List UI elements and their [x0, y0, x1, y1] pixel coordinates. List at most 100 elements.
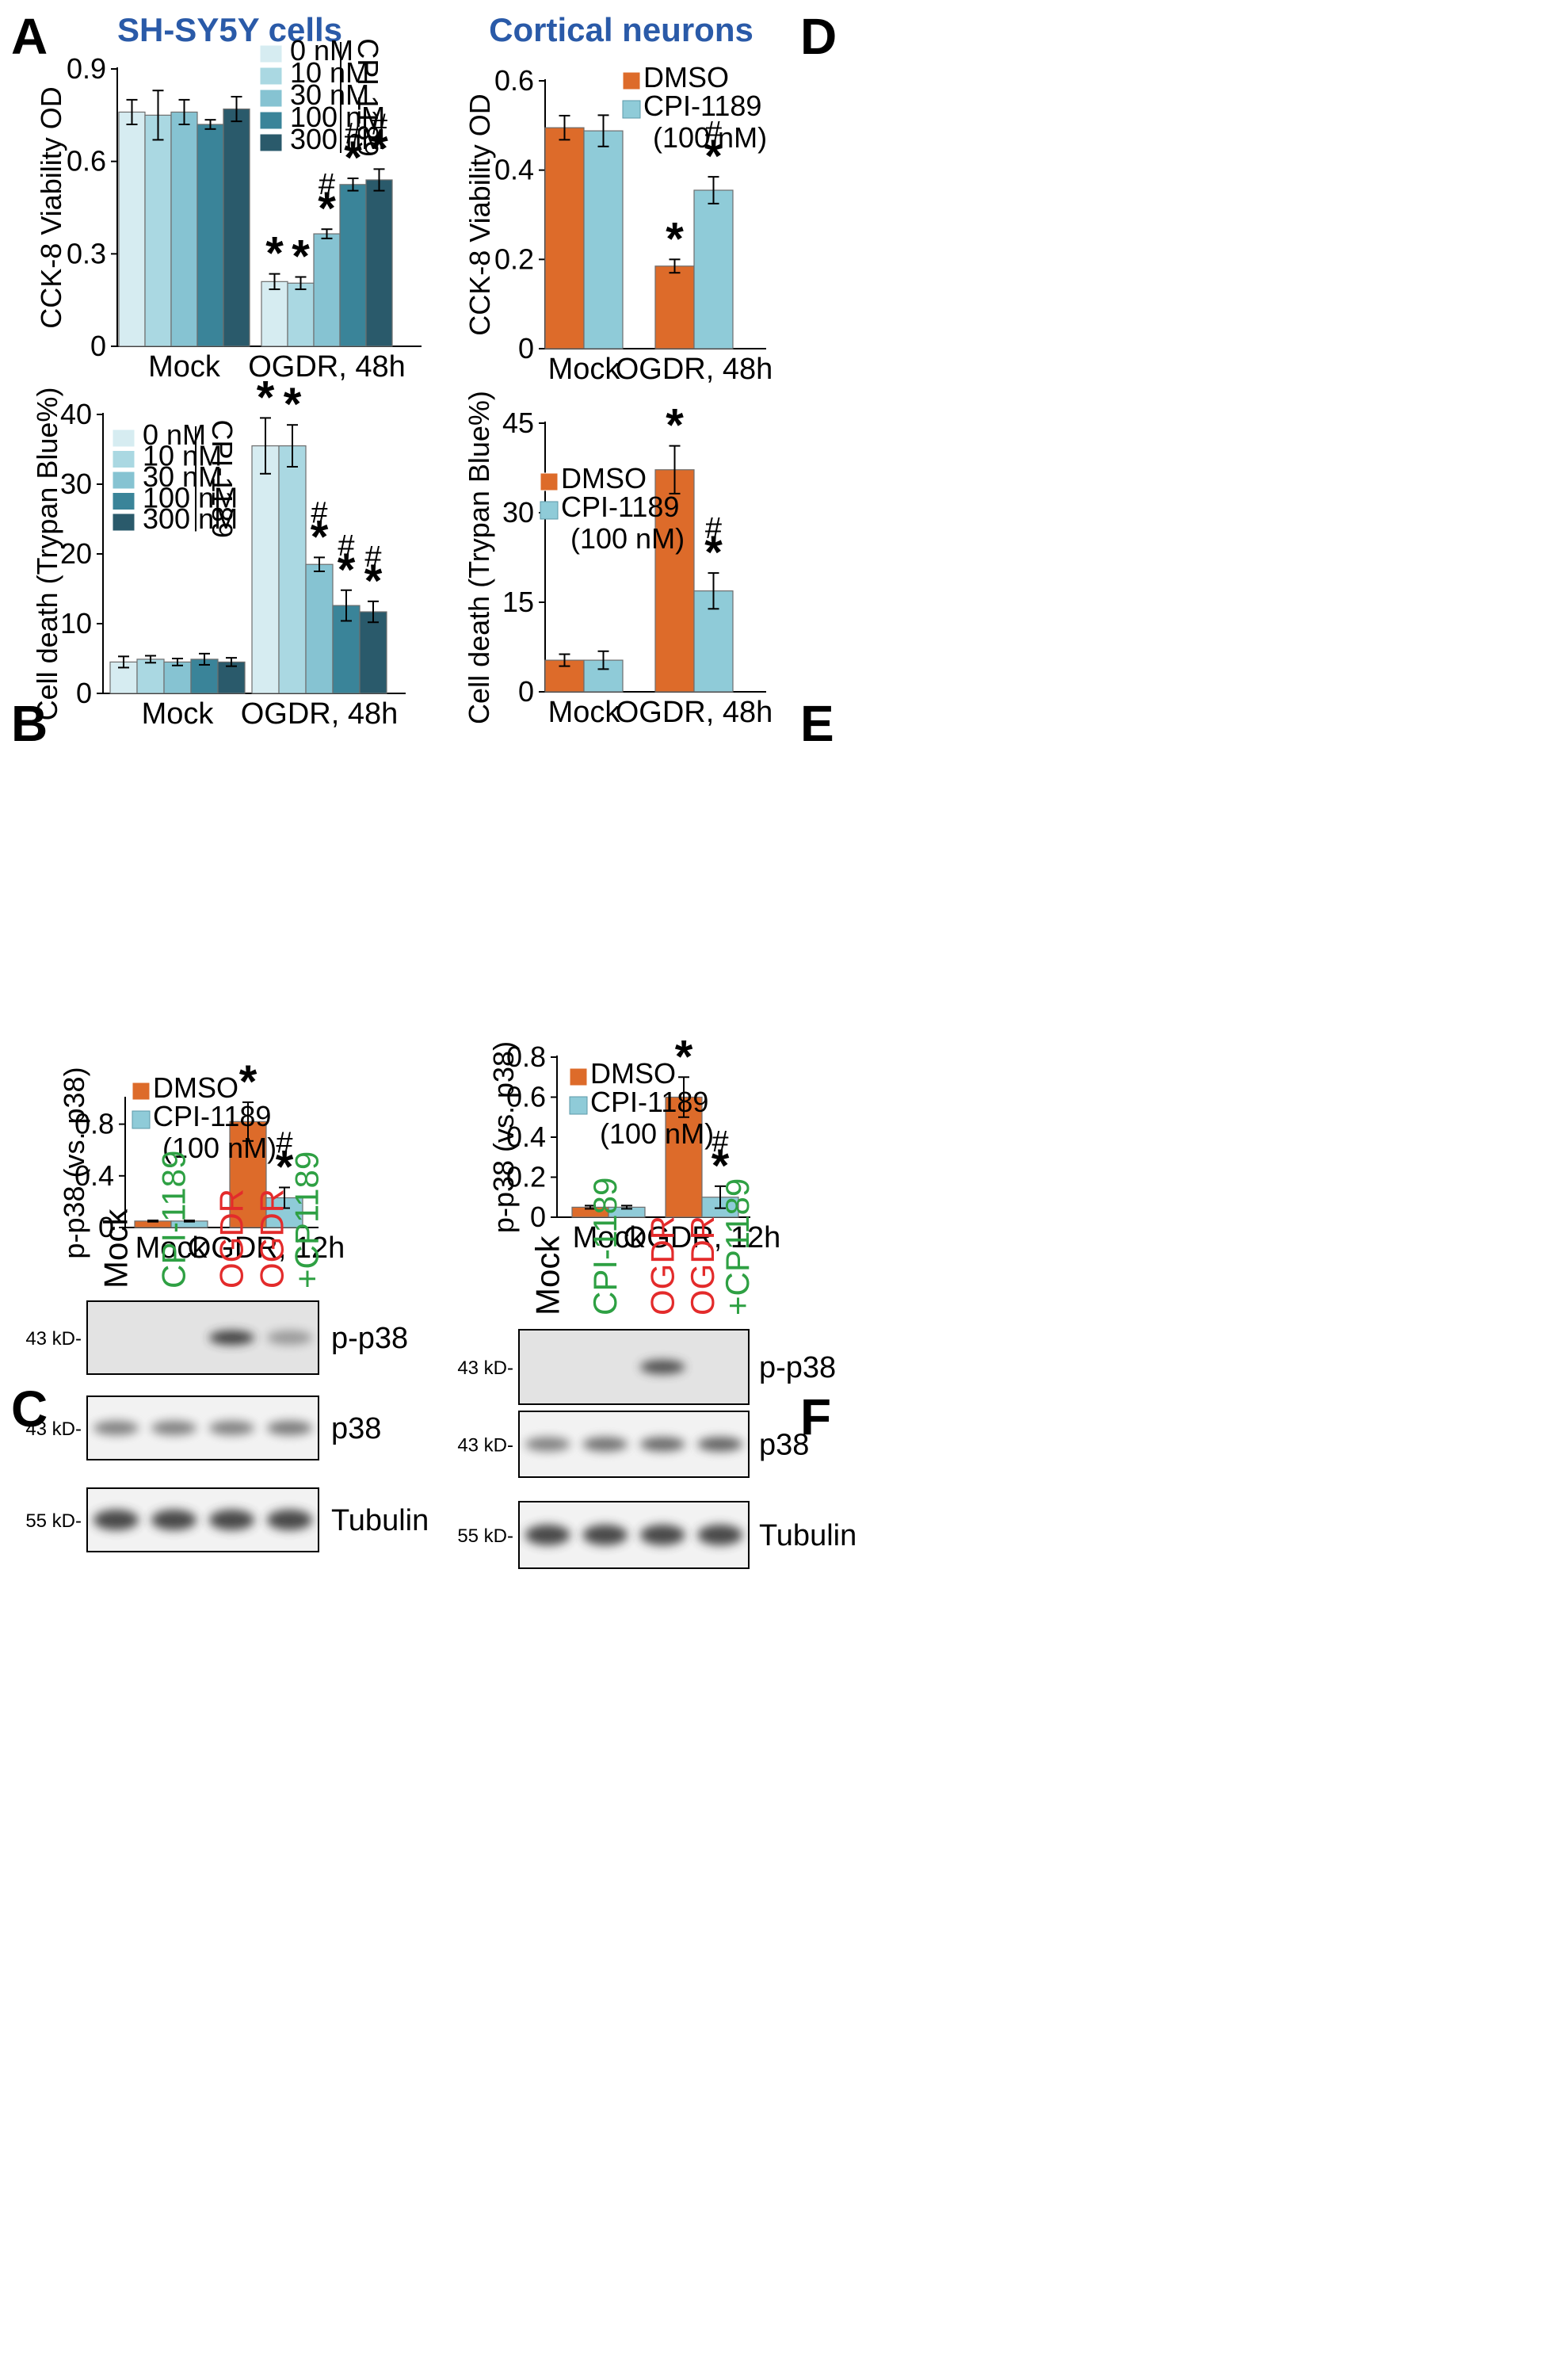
legend-label-b: 30 nM	[143, 460, 222, 493]
blot-band-f	[582, 1525, 628, 1545]
bar-d-dmso-0	[544, 127, 585, 349]
legend-label-b: 100 nM	[143, 482, 238, 514]
bar-a-30-nm-1	[313, 233, 341, 347]
x-category-label-d: OGDR, 48h	[616, 353, 773, 386]
blot-band-c	[151, 1421, 196, 1435]
blot-band-c	[209, 1510, 254, 1530]
blot-band-c	[267, 1510, 312, 1530]
lane-label-c: CPI-1189	[155, 1151, 193, 1289]
legend-label-b: 300 nM	[143, 502, 238, 535]
significance-star-a: *	[265, 228, 284, 280]
blot-row-label-c: Tubulin	[331, 1504, 429, 1537]
bar-b-30-nm-0	[163, 661, 192, 694]
significance-hash-b: #	[311, 496, 327, 529]
y-tick-label-a: 0.3	[67, 237, 106, 269]
legend-swatch-a	[259, 44, 283, 63]
bar-b-300-nm-1	[359, 611, 387, 694]
significance-hash-a: #	[319, 168, 335, 201]
legend-label-cpi-dose-e: (100 nM)	[570, 522, 685, 555]
blot-band-c	[151, 1510, 196, 1530]
blot-row-label-f: p38	[759, 1429, 809, 1462]
blot-band-f	[525, 1437, 570, 1452]
legend-swatch-a	[259, 133, 283, 152]
x-category-label-a: OGDR, 48h	[248, 350, 406, 384]
y-tick-label-c: 0.8	[74, 1108, 114, 1140]
bar-a-0-nm-1	[261, 281, 288, 347]
legend-label-dmso-c: DMSO	[153, 1071, 238, 1104]
blot-marker-c: 43 kD-	[25, 1418, 82, 1440]
lane-label-f: +CP1189	[719, 1178, 756, 1315]
blot-band-f	[525, 1525, 570, 1545]
chart-f-pp38-cortical: p-p38 (vs. p38) 00.20.40.60.8 **#MockOGDR,…	[487, 1031, 780, 1254]
y-tick-label-f: 0.2	[506, 1161, 546, 1193]
x-category-label-d: Mock	[548, 353, 621, 386]
y-tick-label-b: 30	[60, 468, 92, 500]
y-tick-label-d: 0.4	[494, 154, 534, 186]
panel-label-a: A	[11, 8, 48, 65]
bar-a-100-nm-1	[339, 184, 367, 347]
y-tick-label-b: 10	[60, 607, 92, 640]
y-tick-label-c: 0.4	[74, 1159, 114, 1192]
blot-marker-f: 43 kD-	[457, 1435, 513, 1457]
blot-marker-c: 55 kD-	[25, 1510, 82, 1532]
significance-star-d: *	[704, 131, 723, 182]
legend-label-a: 100 nM	[290, 101, 385, 133]
bar-b-10-nm-1	[278, 445, 307, 694]
panel-label-e: E	[800, 695, 834, 752]
significance-hash-c: #	[276, 1126, 292, 1159]
chart-title-d: Cortical neurons	[489, 11, 753, 48]
bar-a-300-nm-1	[365, 179, 393, 347]
bar-a-30-nm-0	[170, 111, 198, 347]
bar-a-0-nm-0	[118, 111, 146, 347]
y-tick-label-e: 0	[518, 675, 534, 708]
blot-marker-f: 43 kD-	[457, 1357, 513, 1379]
y-axis-label-b: Cell death (Trypan Blue%)	[31, 388, 63, 721]
blot-row-label-f: p-p38	[759, 1351, 836, 1384]
blot-row-label-f: Tubulin	[759, 1519, 856, 1552]
legend-swatch-a	[259, 111, 283, 130]
y-tick-label-b: 40	[60, 398, 92, 430]
significance-star-b: *	[311, 511, 329, 563]
legend-label-a: 300 nM	[290, 123, 385, 155]
legend-label-cpi-dose-f: (100 nM)	[600, 1117, 714, 1150]
legend-label-cpi-d: CPI-1189	[643, 90, 761, 122]
y-tick-label-e: 15	[502, 586, 534, 618]
blot-band-c	[209, 1331, 254, 1345]
lane-label-f: OGDR	[643, 1216, 681, 1315]
legend-swatch-dmso-e	[540, 472, 559, 491]
significance-star-a: *	[370, 123, 388, 174]
bar-a-300-nm-0	[223, 108, 250, 347]
panel-label-f: F	[800, 1388, 831, 1445]
legend-label-cpi-dose-d: (100 nM)	[653, 121, 767, 154]
legend-swatch-cpi-e	[540, 501, 559, 520]
significance-star-c: *	[276, 1141, 294, 1193]
y-tick-label-f: 0.8	[506, 1040, 546, 1073]
blot-row-label-c: p-p38	[331, 1322, 408, 1355]
legend-label-a: 0 nM	[290, 34, 353, 67]
blot-band-c	[93, 1510, 139, 1530]
y-tick-label-e: 30	[502, 496, 534, 529]
blot-band-f	[582, 1437, 628, 1452]
y-axis-label-c: p-p38 (vs. p38)	[58, 1067, 90, 1258]
significance-star-f: *	[675, 1031, 693, 1082]
significance-hash-e: #	[705, 512, 722, 545]
legend-label-dmso-e: DMSO	[561, 462, 647, 494]
legend-label-cpi-e: CPI-1189	[561, 491, 679, 523]
bar-d-dmso-1	[654, 265, 695, 349]
significance-hash-b: #	[364, 540, 381, 574]
blot-band-f	[697, 1525, 743, 1545]
significance-star-a: *	[292, 231, 310, 283]
panel-label-c: C	[11, 1380, 48, 1437]
significance-hash-a: #	[371, 108, 387, 141]
lane-label-f: OGDR	[684, 1216, 721, 1315]
bar-a-100-nm-0	[196, 124, 224, 347]
legend-swatch-cpi-f	[569, 1096, 588, 1115]
legend-swatch-dmso-c	[132, 1082, 151, 1101]
significance-star-d: *	[666, 213, 684, 265]
blot-band-f	[639, 1437, 685, 1452]
legend-label-cpi-dose-c: (100 nM)	[162, 1132, 277, 1164]
